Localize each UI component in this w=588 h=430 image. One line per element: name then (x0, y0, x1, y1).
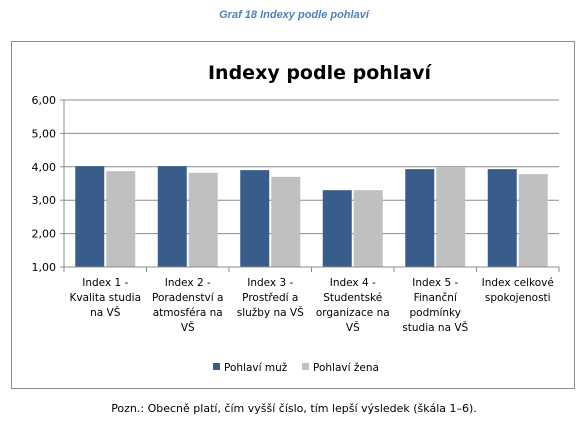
x-tick-label-line: podmínky (410, 307, 461, 319)
x-tick-label-line: atmosféra na (153, 307, 223, 319)
x-tick-label-line: na VŠ (90, 306, 121, 319)
x-tick-label-line: Prostředí a (242, 292, 298, 304)
legend-label: Pohlaví žena (313, 362, 379, 374)
x-tick-label-line: Finanční (414, 292, 458, 304)
figure-caption: Graf 18 Indexy podle pohlaví (219, 9, 369, 21)
x-tick-label-line: Poradenství a (152, 292, 223, 304)
x-tick-label-line: VŠ (181, 321, 195, 334)
bar (487, 169, 517, 267)
x-tick-label-line: Index 4 - (330, 277, 376, 289)
y-tick-label: 6,00 (32, 94, 57, 107)
y-tick-label: 1,00 (32, 261, 57, 274)
x-tick-label-line: Index 3 - (247, 277, 293, 289)
x-tick-label-line: Index celkové (482, 277, 554, 289)
x-tick-label: Index 1 - Kvalita studia na VŠ (69, 277, 141, 319)
x-tick-label-line: Studentské (323, 292, 382, 304)
x-tick-label-line: VŠ (346, 321, 360, 334)
bar (75, 166, 105, 267)
bar (436, 167, 466, 267)
x-tick-label-line: služby na VŠ (237, 306, 304, 319)
x-tick-label-line: Index 5 - (412, 277, 458, 289)
legend-swatch (302, 363, 309, 370)
x-tick-label-line: organizace na (316, 307, 390, 319)
bar-chart: Indexy podle pohlaví 1,00 2,00 3,00 4,00 5,00… (32, 62, 560, 374)
legend-swatch (213, 363, 220, 370)
bar (106, 171, 136, 267)
x-tick-label: Index 2 - Poradenství a atmosféra na VŠ (152, 277, 223, 334)
x-tick-label-line: studia na VŠ (402, 321, 468, 334)
y-tick-label: 5,00 (32, 127, 57, 140)
bar (353, 190, 383, 267)
bar (240, 170, 270, 267)
bar (271, 176, 301, 267)
x-tick-label-line: Kvalita studia (69, 292, 141, 304)
bar (322, 190, 352, 267)
x-tick-label-line: Index 1 - (82, 277, 128, 289)
x-tick-label-line: spokojenosti (485, 292, 551, 304)
x-tick-label: Index 5 - Finanční podmínky studia na VŠ (402, 277, 468, 334)
legend-label: Pohlaví muž (224, 362, 288, 374)
bar (518, 174, 548, 267)
x-tick-label: Index 3 - Prostředí a služby na VŠ (237, 277, 304, 319)
bar (405, 169, 435, 267)
chart-frame: Indexy podle pohlaví 1,00 2,00 3,00 4,00 5,00… (11, 41, 575, 389)
x-tick-label-line: Index 2 - (165, 277, 211, 289)
chart-title: Indexy podle pohlaví (208, 62, 433, 84)
bar (188, 172, 218, 267)
y-tick-label: 3,00 (32, 194, 57, 207)
x-tick-label: Index 4 - Studentské organizace na VŠ (316, 277, 390, 334)
x-tick-label: Index celkové spokojenosti (482, 277, 554, 304)
y-tick-label: 2,00 (32, 228, 57, 241)
figure-note: Pozn.: Obecně platí, čím vyšší číslo, tí… (111, 402, 477, 415)
y-tick-label: 4,00 (32, 161, 57, 174)
bar (157, 166, 187, 267)
